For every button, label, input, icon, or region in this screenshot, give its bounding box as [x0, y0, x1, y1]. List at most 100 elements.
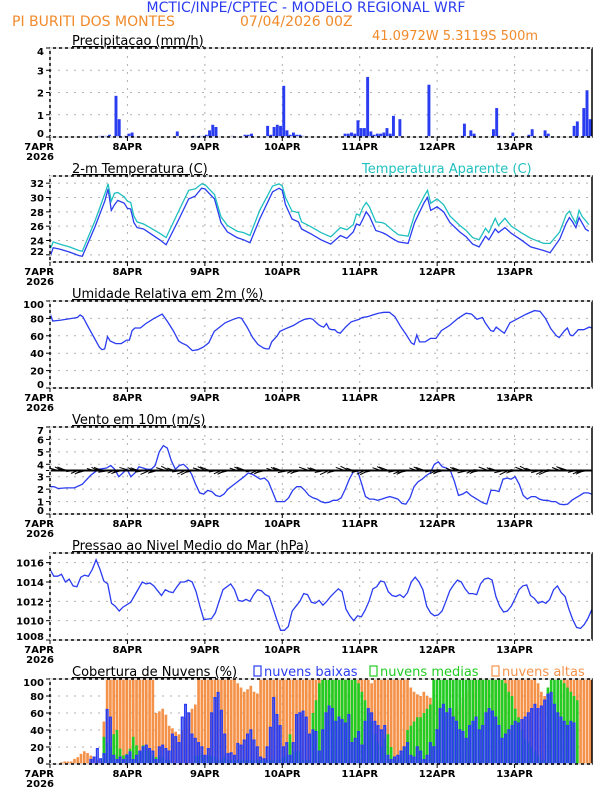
cloud-bar-high [239, 687, 243, 764]
cloud-bar-mid [109, 747, 112, 764]
plot-frame [49, 175, 593, 263]
wind-arrow [359, 470, 370, 476]
wind-arrow [425, 470, 433, 473]
cloud-bar-mid [321, 679, 324, 764]
cloud-bar-mid [422, 713, 426, 764]
wind-arrow [471, 470, 481, 473]
cloud-bar-mid [236, 759, 240, 764]
precip-bar [388, 133, 392, 137]
wind-arrow [576, 470, 589, 474]
wind-arrow [205, 469, 214, 471]
y-tick-label: 32 [30, 179, 44, 190]
cloud-bar-mid [311, 713, 315, 764]
x-tick-label: 10APR [264, 769, 301, 780]
cloud-bar-mid [429, 704, 432, 764]
cloud-bar-mid [272, 759, 275, 764]
cloud-bar-high [386, 679, 390, 764]
cloud-bar-mid [262, 759, 266, 764]
wind-arrow [499, 470, 509, 476]
wind-arrow [177, 470, 186, 475]
wind-arrow [494, 470, 505, 474]
cloud-bar-high [99, 760, 102, 764]
cloud-bar-high [389, 679, 393, 764]
y-tick-label: 100 [23, 300, 44, 311]
cloud-bar-high [523, 679, 527, 764]
cloud-bar-high [285, 679, 289, 764]
cloud-bar-mid [451, 679, 455, 764]
cloud-bar-mid [226, 759, 230, 764]
x-tick-label: 9APR [190, 267, 220, 278]
cloud-bar-high [92, 758, 96, 764]
cloud-bar-mid [556, 679, 560, 764]
cloud-bar-mid [197, 755, 200, 764]
cloud-bar-mid [438, 679, 442, 764]
cloud-bar-mid [203, 757, 207, 764]
cloud-bar-mid [510, 696, 514, 764]
cloud-bar-mid [500, 679, 504, 764]
x-tick-label: 12APR [419, 393, 456, 404]
wind-arrow [393, 470, 401, 475]
cloud-bar-high [86, 752, 89, 764]
cloud-bar-mid [291, 751, 295, 764]
wind-arrow [473, 469, 485, 471]
wind-arrow [356, 470, 366, 475]
cloud-bar-mid [572, 696, 576, 764]
x-tick-label: 7APR [24, 267, 54, 278]
wind-arrow [490, 469, 501, 471]
cloud-bar-high [193, 704, 197, 764]
cloud-bar-mid [125, 753, 129, 764]
wind-arrow [328, 470, 338, 473]
cloud-bar-high [298, 679, 302, 764]
x-tick-label: 7APR [24, 645, 54, 656]
cloud-bar-high [82, 751, 86, 764]
cloud-bar-mid [337, 679, 341, 764]
precip-bar [288, 134, 292, 137]
precip-bar [391, 115, 395, 137]
precip-bar [585, 90, 589, 137]
x-tick-label: 11APR [341, 769, 378, 780]
cloud-bar-mid [164, 759, 168, 764]
wind-arrow [436, 469, 449, 471]
wind-arrow [531, 470, 541, 474]
cloud-bar-high [200, 679, 204, 764]
precip-bar [108, 134, 111, 137]
precip-bar [511, 132, 515, 137]
cloud-bar-high [520, 679, 524, 764]
wind-arrow [335, 466, 346, 471]
station-name: PI BURITI DOS MONTES [12, 14, 175, 30]
cloud-bar-mid [318, 683, 321, 764]
x-tick-label: 8APR [113, 769, 143, 780]
wind-arrow [291, 470, 302, 474]
precip-bar [385, 128, 389, 137]
x-tick-label: 10APR [264, 645, 301, 656]
y-tick-label: 60 [30, 709, 44, 720]
cloud-bar-mid [367, 713, 370, 764]
cloud-bar-mid [380, 747, 383, 764]
cloud-bar-high [376, 679, 380, 764]
cloud-bar-high [301, 679, 305, 764]
wind-arrow [567, 470, 577, 473]
cloud-bar-mid [464, 679, 468, 764]
wind-arrow [168, 468, 178, 471]
cloud-bar-mid [255, 759, 259, 764]
cloud-bar-high [151, 679, 155, 764]
legend-swatch-nuvens-baixas [253, 665, 262, 677]
cloud-bar-high [252, 691, 256, 764]
cloud-bar-high [135, 679, 138, 764]
wind-arrow [319, 470, 330, 475]
wind-arrow [409, 467, 417, 471]
cloud-bar-mid [445, 679, 449, 764]
precip-bar [356, 120, 360, 137]
cloud-bar-mid [246, 759, 249, 764]
cloud-bar-mid [151, 755, 155, 764]
cloud-bar-mid [546, 687, 550, 764]
y-tick-label: 28 [30, 208, 44, 219]
wind-arrow [384, 469, 393, 471]
cloud-bar-mid [504, 683, 507, 764]
wind-arrow [131, 468, 142, 471]
cloud-bar-high [164, 714, 168, 764]
cloud-bar-mid [115, 730, 119, 764]
cloud-bar-high [579, 679, 582, 764]
x-tick-label: 8APR [113, 519, 143, 530]
x-tick-label: 10APR [264, 393, 301, 404]
